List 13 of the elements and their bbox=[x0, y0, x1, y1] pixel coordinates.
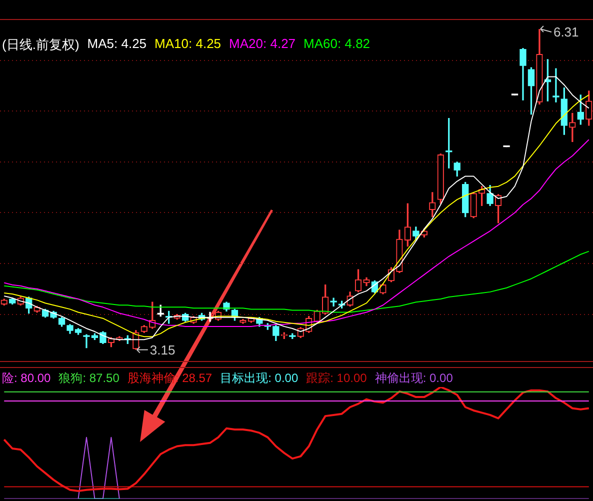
annotation: 3.15 bbox=[150, 342, 176, 358]
text: 跟踪: 10.00 bbox=[306, 370, 367, 387]
text: 股海神偷: 28.57 bbox=[127, 370, 212, 387]
text: MA60: 4.82 bbox=[304, 36, 370, 53]
annotation: 6.31 bbox=[553, 24, 579, 40]
text: MA5: 4.25 bbox=[87, 36, 147, 53]
text: MA10: 4.25 bbox=[154, 36, 222, 53]
text: 目标出现: 0.00 bbox=[220, 370, 298, 387]
text: MA20: 4.27 bbox=[229, 36, 296, 53]
series-label: 狼狗: 87.50 bbox=[58, 370, 120, 387]
series-label: 险: 80.00 bbox=[2, 370, 51, 387]
text: 神偷出现: 0.00 bbox=[374, 370, 453, 387]
text: (日线.前复权) bbox=[2, 36, 80, 54]
